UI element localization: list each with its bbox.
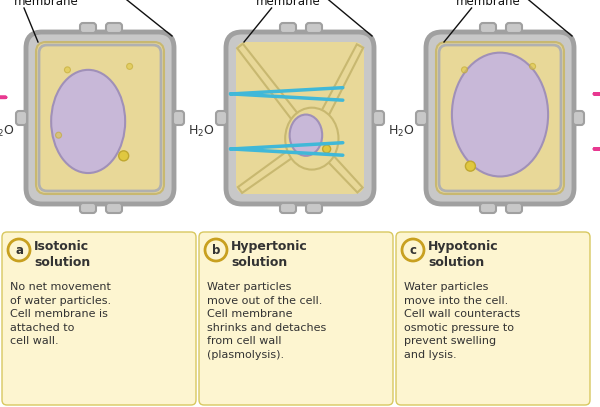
FancyBboxPatch shape [280,203,296,213]
Polygon shape [308,44,363,141]
Circle shape [402,239,424,261]
Circle shape [127,63,133,70]
Circle shape [64,67,70,73]
Circle shape [461,67,467,73]
Polygon shape [238,135,314,193]
Circle shape [466,161,475,171]
Text: c: c [409,243,416,256]
Circle shape [8,239,30,261]
FancyBboxPatch shape [216,111,227,125]
Ellipse shape [290,114,322,156]
FancyBboxPatch shape [480,203,496,213]
Circle shape [530,63,536,70]
FancyBboxPatch shape [373,111,384,125]
FancyBboxPatch shape [426,32,574,204]
FancyBboxPatch shape [36,42,164,194]
FancyBboxPatch shape [280,23,296,33]
FancyBboxPatch shape [506,203,522,213]
Ellipse shape [51,70,125,173]
FancyBboxPatch shape [106,23,122,33]
Text: Hypertonic
solution: Hypertonic solution [231,240,308,269]
Text: H$_2$O: H$_2$O [388,124,415,139]
FancyBboxPatch shape [199,232,393,405]
FancyBboxPatch shape [506,23,522,33]
Text: a: a [15,243,23,256]
Text: H$_2$O: H$_2$O [0,124,14,139]
FancyBboxPatch shape [80,203,96,213]
FancyBboxPatch shape [173,111,184,125]
FancyBboxPatch shape [436,42,564,194]
FancyBboxPatch shape [16,111,27,125]
FancyBboxPatch shape [2,232,196,405]
FancyBboxPatch shape [226,32,374,204]
Text: cell
membrane: cell membrane [14,0,79,8]
Circle shape [205,239,227,261]
Text: Water particles
move into the cell.
Cell wall counteracts
osmotic pressure to
pr: Water particles move into the cell. Cell… [404,282,520,360]
Ellipse shape [452,53,548,177]
Text: Water particles
move out of the cell.
Cell membrane
shrinks and detaches
from ce: Water particles move out of the cell. Ce… [207,282,326,360]
FancyBboxPatch shape [26,32,174,204]
FancyBboxPatch shape [416,111,427,125]
Circle shape [56,132,62,138]
Text: Isotonic
solution: Isotonic solution [34,240,90,269]
Ellipse shape [285,108,338,170]
FancyBboxPatch shape [306,203,322,213]
Text: H$_2$O: H$_2$O [188,124,215,139]
FancyBboxPatch shape [396,232,590,405]
Polygon shape [308,136,362,193]
Circle shape [119,151,128,161]
FancyBboxPatch shape [236,42,364,194]
Circle shape [323,145,331,153]
FancyBboxPatch shape [80,23,96,33]
Polygon shape [237,44,316,141]
Text: cell
membrane: cell membrane [455,0,520,8]
Text: cell
membrane: cell membrane [256,0,320,8]
Text: b: b [212,243,220,256]
FancyBboxPatch shape [573,111,584,125]
FancyBboxPatch shape [106,203,122,213]
Text: Hypotonic
solution: Hypotonic solution [428,240,499,269]
Text: No net movement
of water particles.
Cell membrane is
attached to
cell wall.: No net movement of water particles. Cell… [10,282,111,346]
FancyBboxPatch shape [480,23,496,33]
FancyBboxPatch shape [306,23,322,33]
